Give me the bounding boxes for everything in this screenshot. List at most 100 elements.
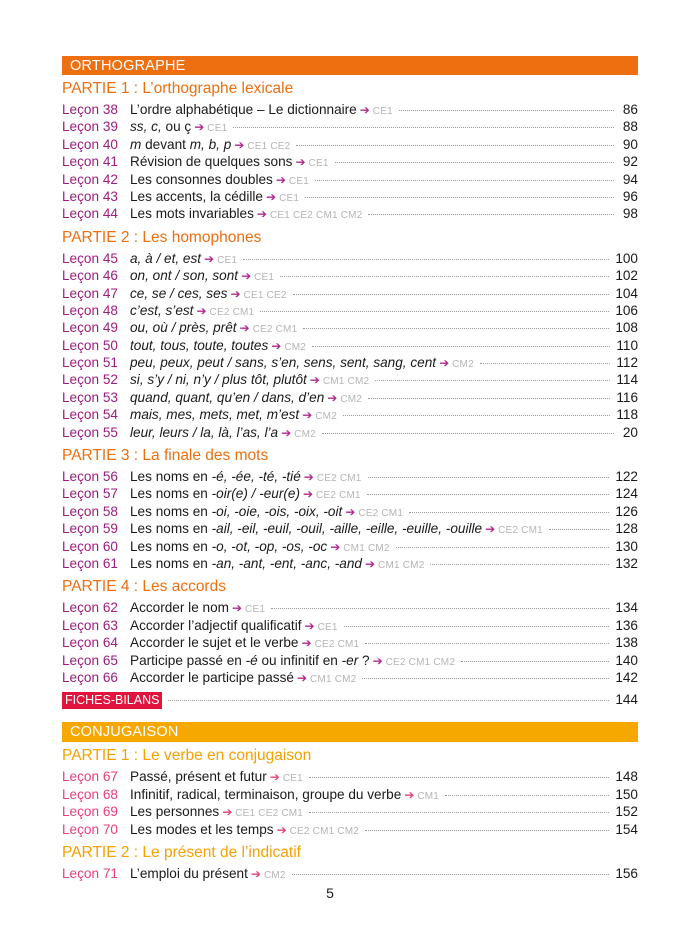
lecon-number: Leçon 63 <box>62 617 118 633</box>
toc-entry[interactable]: Leçon 55 leur, leurs / la, là, l’as, l’a ➔… <box>62 424 638 441</box>
level-tags: CE1 CE2 <box>243 289 287 301</box>
arrow-right-icon: ➔ <box>266 189 277 204</box>
lecon-number: Leçon 49 <box>62 320 118 336</box>
toc-entry[interactable]: Leçon 40 m devant m, b, p ➔ CE1 CE2 90 <box>62 136 638 153</box>
title-segment: m <box>130 136 142 152</box>
page-ref: 156 <box>615 865 638 881</box>
page-ref: 90 <box>622 136 638 152</box>
toc-entry[interactable]: Leçon 52 si, s’y / ni, n’y / plus tôt, pl… <box>62 371 638 388</box>
arrow-right-icon: ➔ <box>364 556 376 571</box>
lecon-title: tout, tous, toute, toutes <box>130 337 268 354</box>
toc-entry[interactable]: Leçon 65 Participe passé en -é ou infinit… <box>62 652 638 669</box>
arrow-right-icon: ➔ <box>296 670 308 685</box>
title-segment: quand, quant, qu’en / dans, d’en <box>130 389 325 405</box>
page-ref: 114 <box>616 372 638 388</box>
dot-leader <box>292 293 610 295</box>
toc-entry[interactable]: Leçon 69 Les personnes ➔ CE1 CE2 CM1 152 <box>62 803 638 820</box>
level-tags: CE1 CE2 CM1 <box>235 808 304 820</box>
page-ref: 124 <box>615 486 638 502</box>
toc-entry[interactable]: Leçon 66 Accorder le participe passé ➔ CM1 … <box>62 669 638 686</box>
lecon-number: Leçon 58 <box>62 503 118 519</box>
toc-entry[interactable]: Leçon 64 Accorder le sujet et le verbe ➔ CE… <box>62 634 638 651</box>
dot-leader <box>342 415 611 417</box>
level-tags: CE1 <box>308 158 329 170</box>
lecon-number: Leçon 64 <box>62 635 118 651</box>
toc-entry[interactable]: Leçon 42 Les consonnes doubles ➔ CE1 94 <box>62 171 638 188</box>
lecon-number: Leçon 59 <box>62 521 118 537</box>
lecon-title: peu, peux, peut / sans, s’en, sens, sent… <box>130 354 436 371</box>
toc-entry[interactable]: Leçon 54 mais, mes, mets, met, m’est ➔ CM2 1… <box>62 406 638 423</box>
toc-entry[interactable]: Leçon 39 ss, c, ou ç ➔ CE1 88 <box>62 118 638 135</box>
page-ref: 122 <box>615 469 638 485</box>
page-ref: 138 <box>615 635 638 651</box>
toc-entry[interactable]: Leçon 50 tout, tous, toute, toutes ➔ CM2 110 <box>62 337 638 354</box>
level-tags: CE2 CM1 CM2 <box>289 825 360 837</box>
toc-entry[interactable]: Leçon 67 Passé, présent et futur ➔ CE1 148 <box>62 768 638 785</box>
partie-heading: PARTIE 1 : Le verbe en conjugaison <box>62 747 312 765</box>
toc-entry[interactable]: Leçon 47 ce, se / ces, ses ➔ CE1 CE2 104 <box>62 285 638 302</box>
lecon-title: L’ordre alphabétique – Le dictionnaire <box>130 101 357 118</box>
level-tags: CM1 CM2 <box>322 376 370 388</box>
toc-entry[interactable]: Leçon 45 a, à / et, est ➔ CE1 100 <box>62 250 638 267</box>
lecon-number: Leçon 60 <box>62 538 118 554</box>
lecon-number: Leçon 40 <box>62 136 118 152</box>
page-ref: 94 <box>622 171 638 187</box>
title-segment: -é <box>245 652 258 668</box>
dot-leader <box>271 608 610 610</box>
toc-entry[interactable]: Leçon 68 Infinitif, radical, terminaison,… <box>62 786 638 803</box>
lecon-title: Les personnes <box>130 803 219 820</box>
page-ref: 154 <box>615 821 638 837</box>
level-tags: CM2 <box>284 341 307 353</box>
toc-entry[interactable]: Leçon 58 Les noms en -oi, -oie, -ois, -oi… <box>62 503 638 520</box>
lecon-title: Passé, présent et futur <box>130 768 267 785</box>
toc-entry[interactable]: Leçon 63 Accorder l’adjectif qualificatif… <box>62 617 638 634</box>
toc-entry[interactable]: Leçon 48 c’est, s’est ➔ CE2 CM1 106 <box>62 302 638 319</box>
toc-entry[interactable]: Leçon 44 Les mots invariables ➔ CE1 CE2 CM1… <box>62 205 638 222</box>
toc-entry[interactable]: Leçon 57 Les noms en -oir(e) / -eur(e) ➔ CE… <box>62 485 638 502</box>
arrow-right-icon: ➔ <box>302 487 314 502</box>
toc-entry[interactable]: Leçon 60 Les noms en -o, -ot, -op, -os, -… <box>62 538 638 555</box>
toc-entry[interactable]: Leçon 53 quand, quant, qu’en / dans, d’en… <box>62 389 638 406</box>
toc-entry[interactable]: Leçon 61 Les noms en -an, -ant, -ent, -an… <box>62 555 638 572</box>
page-ref: 142 <box>615 669 638 685</box>
lecon-number: Leçon 38 <box>62 102 118 117</box>
level-tags: CE1 CE2 CM1 CM2 <box>269 210 363 222</box>
lecon-title: L’emploi du présent <box>130 865 248 882</box>
arrow-right-icon: ➔ <box>241 269 252 284</box>
toc-entry[interactable]: Leçon 71 L’emploi du présent ➔ CM2 156 <box>62 865 638 882</box>
toc-entry[interactable]: Leçon 38 L’ordre alphabétique – Le dictio… <box>62 101 638 118</box>
level-tags: CM1 CM2 <box>310 673 357 685</box>
lecon-number: Leçon 50 <box>62 337 118 353</box>
title-segment: Accorder le sujet et le verbe <box>130 635 299 651</box>
lecon-number: Leçon 71 <box>62 865 118 881</box>
lecon-title: a, à / et, est <box>130 250 201 267</box>
arrow-right-icon: ➔ <box>275 172 286 187</box>
lecon-number: Leçon 66 <box>62 669 118 685</box>
page-ref: 134 <box>615 600 638 616</box>
toc-entry[interactable]: Leçon 49 ou, où / près, prêt ➔ CE2 CM1 108 <box>62 319 638 336</box>
toc-entry[interactable]: Leçon 56 Les noms en -é, -ée, -té, -tié ➔ C… <box>62 468 638 485</box>
fiches-bilans-entry[interactable]: FICHES-BILANS 144 <box>62 691 638 710</box>
table-of-contents: ORTHOGRAPHE PARTIE 1 : L’orthographe lexi… <box>62 56 638 882</box>
page-ref: 100 <box>615 250 638 266</box>
lecon-title: Les noms en -an, -ant, -ent, -anc, -and <box>130 555 362 572</box>
page-ref: 92 <box>622 154 638 170</box>
toc-entry[interactable]: Leçon 62 Accorder le nom ➔ CE1 134 <box>62 599 638 616</box>
dot-leader <box>334 162 614 164</box>
lecon-number: Leçon 56 <box>62 469 118 485</box>
toc-entry[interactable]: Leçon 70 Les modes et les temps ➔ CE2 CM1 C… <box>62 821 638 838</box>
arrow-right-icon: ➔ <box>239 321 250 336</box>
toc-entry[interactable]: Leçon 51 peu, peux, peut / sans, s’en, se… <box>62 354 638 371</box>
dot-leader <box>296 144 614 146</box>
toc-entry[interactable]: Leçon 43 Les accents, la cédille ➔ CE1 96 <box>62 188 638 205</box>
arrow-right-icon: ➔ <box>281 425 292 440</box>
toc-entry[interactable]: Leçon 41 Révision de quelques sons ➔ CE1 92 <box>62 153 638 170</box>
title-segment: Les personnes <box>130 804 220 820</box>
lecon-number: Leçon 62 <box>62 600 118 616</box>
arrow-right-icon: ➔ <box>439 356 450 371</box>
lecon-number: Leçon 67 <box>62 769 118 785</box>
toc-entry[interactable]: Leçon 46 on, ont / son, sont ➔ CE1 102 <box>62 267 638 284</box>
title-segment: Les noms en <box>130 538 212 554</box>
dot-leader <box>479 363 611 365</box>
toc-entry[interactable]: Leçon 59 Les noms en -ail, -eil, -euil, -… <box>62 520 638 537</box>
